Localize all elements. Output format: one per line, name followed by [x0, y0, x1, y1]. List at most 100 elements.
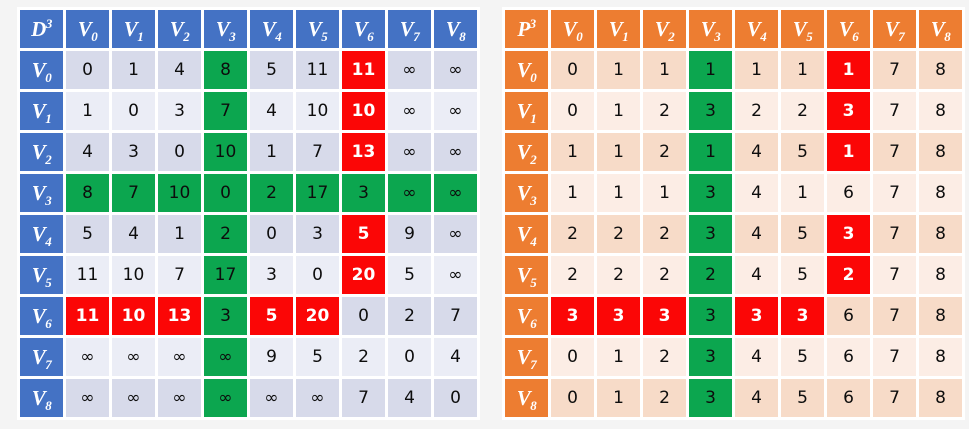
p3-cell-v6-v7: 7 [873, 297, 916, 335]
vertex-subscript: 4 [760, 28, 767, 44]
p3-cell-v5-v3: 2 [689, 256, 732, 294]
vertex-subscript: 2 [183, 28, 190, 44]
d3-row-header-v1: V1 [20, 92, 63, 130]
p3-cell-v6-v5: 3 [781, 297, 824, 335]
p3-cell-v8-v7: 7 [873, 379, 916, 417]
vertex-subscript: 8 [45, 397, 52, 413]
d3-cell-v0-v4: 5 [250, 51, 293, 89]
d3-cell-v5-v2: 7 [158, 256, 201, 294]
d3-cell-v0-v6: 11 [342, 51, 385, 89]
p3-row-header-v2: V2 [505, 133, 548, 171]
d3-cell-v4-v6: 5 [342, 215, 385, 253]
p3-cell-v0-v6: 1 [827, 51, 870, 89]
vertex-label: V [516, 303, 531, 328]
d3-cell-v6-v5: 20 [296, 297, 339, 335]
d3-cell-v6-v7: 2 [388, 297, 431, 335]
p3-cell-v3-v3: 3 [689, 174, 732, 212]
d3-cell-v5-v5: 0 [296, 256, 339, 294]
vertex-subscript: 4 [45, 233, 52, 249]
vertex-label: V [516, 344, 531, 369]
d3-cell-v1-v4: 4 [250, 92, 293, 130]
p3-cell-v2-v1: 1 [597, 133, 640, 171]
vertex-label: V [261, 16, 276, 41]
d3-cell-v6-v2: 13 [158, 297, 201, 335]
vertex-label: V [31, 303, 46, 328]
p3-cell-v1-v1: 1 [597, 92, 640, 130]
vertex-subscript: 7 [413, 28, 420, 44]
vertex-label: V [700, 16, 715, 41]
p3-cell-v5-v4: 4 [735, 256, 778, 294]
p3-row-header-v7: V7 [505, 338, 548, 376]
p3-col-header-v3: V3 [689, 10, 732, 48]
p3-cell-v2-v2: 2 [643, 133, 686, 171]
p3-cell-v0-v2: 1 [643, 51, 686, 89]
d3-cell-v4-v3: 2 [204, 215, 247, 253]
p3-col-header-v6: V6 [827, 10, 870, 48]
d3-cell-v2-v1: 3 [112, 133, 155, 171]
d3-cell-v2-v7: ∞ [388, 133, 431, 171]
d3-cell-v0-v0: 0 [66, 51, 109, 89]
vertex-label: V [516, 98, 531, 123]
d3-row-v7: V7 ∞ ∞ ∞ ∞ 9 5 2 0 4 [20, 338, 477, 376]
d3-cell-v0-v1: 1 [112, 51, 155, 89]
vertex-label: V [445, 16, 460, 41]
d3-corner-base: D [31, 16, 46, 41]
p3-row-header-v3: V3 [505, 174, 548, 212]
d3-cell-v6-v6: 0 [342, 297, 385, 335]
d3-cell-v0-v7: ∞ [388, 51, 431, 89]
p3-cell-v3-v7: 7 [873, 174, 916, 212]
d3-cell-v8-v2: ∞ [158, 379, 201, 417]
vertex-subscript: 0 [91, 28, 98, 44]
p3-cell-v4-v3: 3 [689, 215, 732, 253]
vertex-subscript: 1 [45, 110, 52, 126]
d3-cell-v7-v8: 4 [434, 338, 477, 376]
vertex-subscript: 5 [321, 28, 328, 44]
p3-row-v4: V4 2 2 2 3 4 5 3 7 8 [505, 215, 962, 253]
p3-corner-base: P [517, 16, 530, 41]
p3-cell-v1-v8: 8 [919, 92, 962, 130]
d3-row-header-v2: V2 [20, 133, 63, 171]
d3-cell-v7-v2: ∞ [158, 338, 201, 376]
d3-cell-v5-v8: ∞ [434, 256, 477, 294]
p3-cell-v5-v8: 8 [919, 256, 962, 294]
p3-cell-v0-v3: 1 [689, 51, 732, 89]
d3-cell-v8-v5: ∞ [296, 379, 339, 417]
d3-cell-v8-v3: ∞ [204, 379, 247, 417]
d3-row-header-v4: V4 [20, 215, 63, 253]
p3-cell-v2-v3: 1 [689, 133, 732, 171]
p3-row-v5: V5 2 2 2 2 4 5 2 7 8 [505, 256, 962, 294]
vertex-subscript: 5 [45, 274, 52, 290]
p3-header-row: P3 V0 V1 V2 V3 V4 V5 V6 V7 V8 [505, 10, 962, 48]
p3-col-header-v5: V5 [781, 10, 824, 48]
p3-cell-v6-v1: 3 [597, 297, 640, 335]
d3-cell-v4-v7: 9 [388, 215, 431, 253]
p3-cell-v3-v4: 4 [735, 174, 778, 212]
p3-cell-v4-v4: 4 [735, 215, 778, 253]
vertex-subscript: 3 [229, 28, 236, 44]
vertex-subscript: 1 [530, 110, 537, 126]
d3-cell-v4-v0: 5 [66, 215, 109, 253]
d3-cell-v1-v3: 7 [204, 92, 247, 130]
vertex-subscript: 3 [530, 192, 537, 208]
d3-cell-v6-v4: 5 [250, 297, 293, 335]
vertex-subscript: 2 [668, 28, 675, 44]
d3-row-v5: V5 11 10 7 17 3 0 20 5 ∞ [20, 256, 477, 294]
d3-cell-v8-v8: 0 [434, 379, 477, 417]
p3-cell-v0-v8: 8 [919, 51, 962, 89]
p3-cell-v4-v1: 2 [597, 215, 640, 253]
d3-col-header-v4: V4 [250, 10, 293, 48]
vertex-label: V [746, 16, 761, 41]
d3-cell-v5-v1: 10 [112, 256, 155, 294]
vertex-subscript: 3 [714, 28, 721, 44]
d3-row-v2: V2 4 3 0 10 1 7 13 ∞ ∞ [20, 133, 477, 171]
d3-cell-v7-v4: 9 [250, 338, 293, 376]
p3-row-header-v5: V5 [505, 256, 548, 294]
d3-cell-v8-v7: 4 [388, 379, 431, 417]
vertex-label: V [516, 139, 531, 164]
d3-cell-v6-v1: 10 [112, 297, 155, 335]
d3-cell-v2-v2: 0 [158, 133, 201, 171]
p3-cell-v5-v2: 2 [643, 256, 686, 294]
p3-cell-v7-v7: 7 [873, 338, 916, 376]
vertex-label: V [31, 221, 46, 246]
d3-cell-v3-v2: 10 [158, 174, 201, 212]
